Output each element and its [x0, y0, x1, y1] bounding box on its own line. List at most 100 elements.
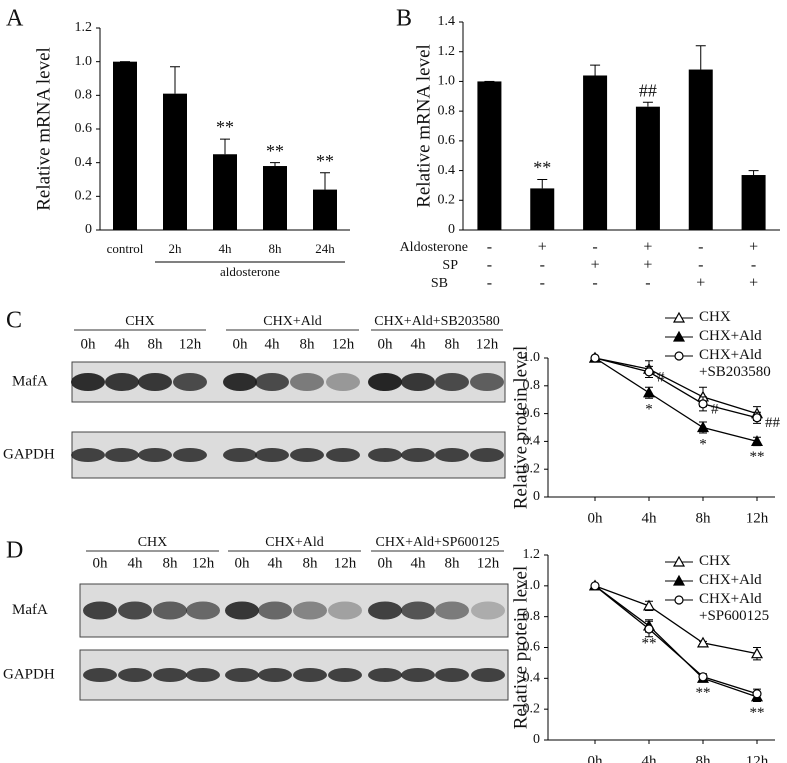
- legend-label: CHX+Ald: [699, 572, 762, 588]
- x-tick-label: 4h: [642, 753, 658, 763]
- blot-band: [225, 601, 259, 620]
- x-tick-label: 4h: [219, 241, 233, 256]
- blot-band: [223, 373, 257, 391]
- x-tick-label: 2h: [169, 241, 183, 256]
- blot-band: [83, 668, 117, 682]
- marker: [644, 367, 654, 377]
- blot-row-label: GAPDH: [3, 666, 55, 682]
- significance: **: [533, 158, 551, 178]
- condition-name: SP: [442, 258, 458, 273]
- blot-band: [258, 668, 292, 682]
- significance: #: [711, 401, 719, 417]
- blot-band: [105, 448, 139, 462]
- lane-label: 12h: [334, 555, 357, 571]
- blot-band: [401, 448, 435, 462]
- lane-label: 0h: [81, 336, 97, 352]
- blot-band: [258, 601, 292, 620]
- x-tick-label: 8h: [269, 241, 283, 256]
- y-tick-label: 0: [533, 732, 540, 747]
- panel-label: A: [6, 6, 24, 32]
- blot-band: [138, 448, 172, 462]
- marker: [590, 353, 600, 363]
- panel-label: B: [396, 6, 412, 32]
- marker: [672, 330, 686, 342]
- blot-band: [71, 373, 105, 391]
- error-bar: [270, 162, 280, 167]
- condition-sign: +: [538, 239, 547, 256]
- blot-group: CHX+Ald: [263, 314, 321, 329]
- bar: [477, 81, 502, 230]
- condition-sign: +: [591, 257, 600, 274]
- condition-sign: -: [592, 239, 597, 256]
- blot-band: [401, 601, 435, 620]
- lane-label: 12h: [476, 336, 499, 352]
- y-tick-label: 0.2: [438, 193, 456, 208]
- marker: [644, 624, 654, 634]
- blot-band: [153, 668, 187, 682]
- x-tick-label: 8h: [696, 753, 712, 763]
- bar: [530, 188, 555, 230]
- y-axis-label: Relative mRNA level: [413, 44, 434, 208]
- blot-row-label: MafA: [12, 373, 48, 389]
- lane-label: 12h: [179, 336, 202, 352]
- blot-group: CHX: [125, 314, 155, 329]
- bar: [213, 154, 237, 230]
- y-tick-label: 0.6: [523, 406, 541, 421]
- significance: *: [645, 402, 653, 418]
- marker: [752, 689, 762, 699]
- marker: [672, 555, 686, 567]
- blot-band: [471, 601, 505, 620]
- significance: **: [750, 449, 765, 465]
- y-axis-label: Relative mRNA level: [33, 47, 54, 211]
- significance: **: [266, 141, 284, 161]
- blot-band: [290, 373, 324, 391]
- y-axis-label: Relative protein level: [510, 566, 531, 730]
- x-tick-label: 8h: [696, 510, 712, 526]
- condition-name: Aldosterone: [400, 240, 468, 255]
- group-label: aldosterone: [220, 264, 280, 279]
- blot-band: [368, 601, 402, 620]
- y-tick-label: 0.8: [438, 103, 456, 118]
- bar: [635, 106, 660, 230]
- condition-sign: -: [487, 239, 492, 256]
- condition-sign: -: [540, 275, 545, 292]
- condition-sign: -: [751, 257, 756, 274]
- blot-band: [293, 601, 327, 620]
- y-tick-label: 0.8: [75, 88, 93, 103]
- blot-band: [118, 601, 152, 620]
- y-tick-label: 0.6: [75, 121, 93, 136]
- significance: **: [642, 636, 657, 652]
- blot-band: [83, 601, 117, 620]
- blot-group: CHX+Ald: [265, 535, 323, 550]
- blot-band: [328, 668, 362, 682]
- blot-band: [435, 601, 469, 620]
- blot-band: [470, 448, 504, 462]
- series-line: [594, 585, 758, 695]
- series-line: [594, 585, 758, 655]
- series-line: [594, 357, 758, 415]
- condition-sign: -: [487, 275, 492, 292]
- marker: [696, 636, 710, 648]
- lane-label: 4h: [411, 555, 427, 571]
- lane-label: 8h: [445, 336, 461, 352]
- condition-name: SB: [431, 276, 448, 291]
- blot-band: [401, 668, 435, 682]
- marker: [642, 386, 656, 398]
- lane-label: 12h: [192, 555, 215, 571]
- condition-sign: +: [643, 257, 652, 274]
- blot-row-label: MafA: [12, 602, 48, 618]
- blot-band: [173, 373, 207, 391]
- y-tick-label: 0.4: [75, 155, 93, 170]
- lane-label: 8h: [445, 555, 461, 571]
- marker: [750, 647, 764, 659]
- lane-label: 4h: [268, 555, 284, 571]
- blot-band: [173, 448, 207, 462]
- y-tick-label: 0: [448, 222, 455, 237]
- bar: [313, 189, 337, 230]
- lane-label: 0h: [233, 336, 249, 352]
- blot-band: [326, 448, 360, 462]
- marker: [672, 311, 686, 323]
- error-bar: [220, 138, 230, 155]
- y-tick-label: 0.2: [523, 461, 541, 476]
